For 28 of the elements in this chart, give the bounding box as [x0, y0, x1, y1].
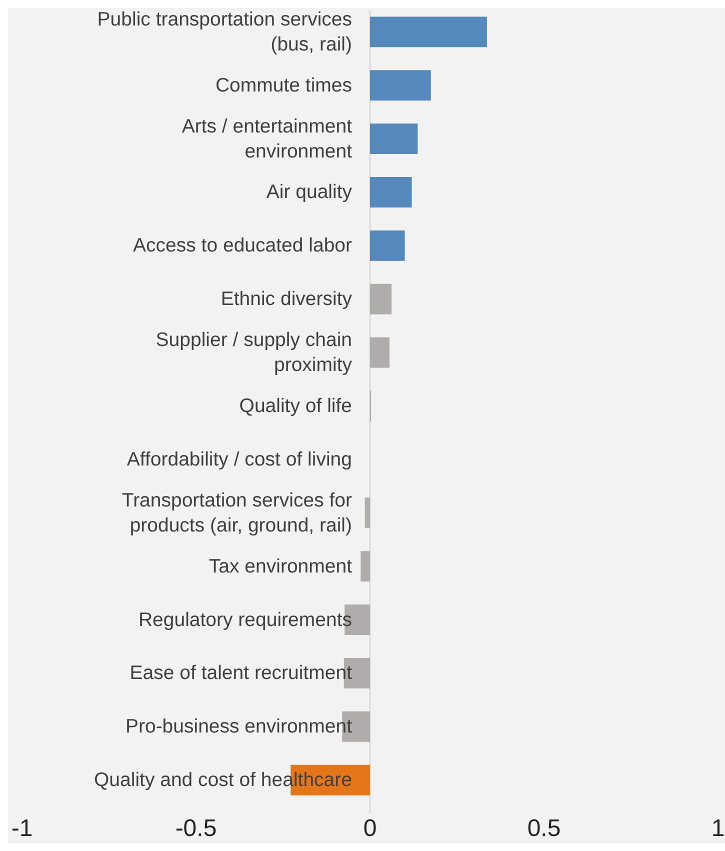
y-tick-label: Ethnic diversity — [220, 288, 352, 310]
y-tick-label: Regulatory requirements — [138, 608, 352, 631]
bar — [370, 124, 418, 154]
bar — [370, 177, 412, 208]
y-tick-label: Ease of talent recruitment — [130, 662, 353, 684]
bar — [370, 16, 487, 48]
x-tick-label: -1 — [11, 815, 33, 842]
x-tick-label: 0.5 — [527, 815, 561, 842]
y-tick-label: Arts / entertainment environment — [182, 115, 353, 162]
y-tick-label: Quality of life — [239, 395, 352, 417]
x-tick-label: 1 — [711, 815, 725, 842]
y-tick-label: Pro-business environment — [125, 716, 353, 738]
bar — [370, 337, 390, 368]
bar — [370, 70, 431, 101]
x-tick-label: 0 — [363, 815, 377, 842]
y-tick-label: Supplier / supply chain proximity — [156, 329, 352, 376]
bar — [370, 284, 392, 314]
y-tick-label: Tax environment — [208, 555, 353, 578]
y-tick-label: Commute times — [215, 74, 352, 96]
y-tick-label: Transportation services for products (air, ground, rail) — [122, 489, 352, 536]
y-tick-label: Access to educated labor — [133, 234, 353, 257]
bar — [364, 498, 370, 528]
x-tick-label: -0.5 — [175, 815, 217, 842]
bar — [370, 230, 405, 261]
bar — [360, 551, 370, 582]
y-tick-label: Air quality — [266, 181, 352, 204]
y-tick-label: Public transportation services (bus, rail) — [97, 8, 352, 56]
y-tick-label: Affordability / cost of living — [126, 448, 352, 470]
